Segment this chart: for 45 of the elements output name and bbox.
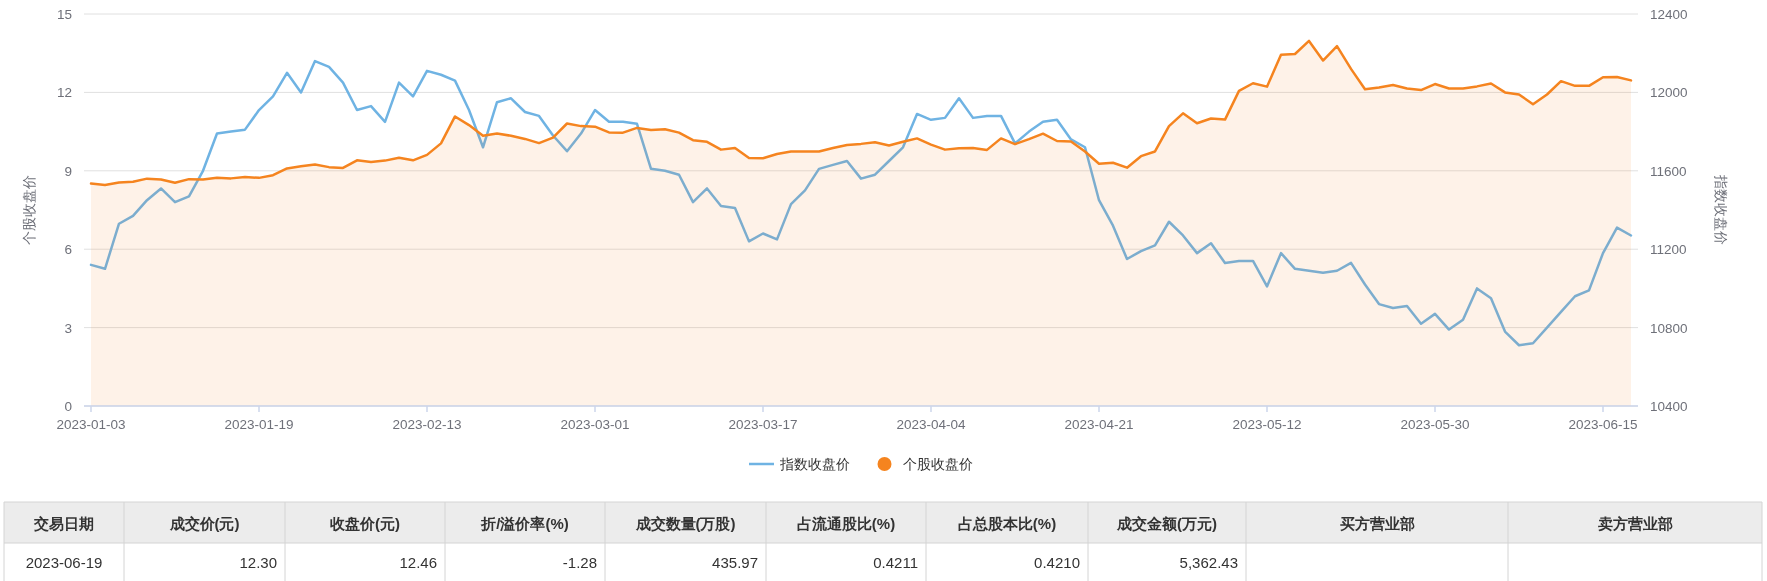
y2-tick-label: 12400 (1650, 7, 1688, 22)
text: 5,362.43 (1179, 554, 1238, 571)
text: 交易日期 (33, 514, 94, 532)
text: 卖方营业部 (1597, 514, 1673, 532)
y-tick-label: 0 (64, 399, 72, 414)
text: 435.97 (712, 554, 758, 571)
x-tick-label: 2023-04-21 (1064, 417, 1134, 432)
text: 成交数量(万股) (634, 514, 736, 532)
text: 2023-06-19 (25, 554, 103, 571)
x-tick-label: 2023-02-13 (392, 417, 462, 432)
text: 0.4210 (1034, 554, 1080, 571)
x-tick-label: 2023-04-04 (896, 417, 967, 432)
text: 成交价(元) (168, 514, 240, 532)
legend-label: 指数收盘价 (779, 457, 850, 472)
y-tick-label: 6 (64, 242, 72, 258)
y-tick-label: 9 (64, 163, 72, 179)
y2-tick-label: 11600 (1650, 163, 1687, 179)
y2-tick-label: 10400 (1650, 399, 1688, 414)
line-series (89, 59, 1633, 347)
x-tick-label: 2023-06-15 (1568, 417, 1638, 432)
y2-tick-label: 12000 (1650, 85, 1688, 101)
y-tick-label: 15 (56, 7, 72, 22)
x-tick-label: 2023-03-01 (560, 417, 630, 432)
x-tick-label: 2023-03-17 (728, 417, 798, 432)
text: 占总股本比(%) (957, 514, 1057, 532)
text: 占流通股比(%) (796, 514, 896, 532)
legend-label: 个股收盘价 (903, 457, 973, 472)
y-tick-label: 12 (56, 85, 72, 101)
x-tick-label: 2023-05-30 (1400, 417, 1470, 432)
text: 买方营业部 (1339, 514, 1415, 532)
text: -1.28 (562, 554, 597, 571)
y2-axis-title: 指数收盘价 (1713, 174, 1728, 245)
y2-tick-label: 10800 (1650, 320, 1688, 336)
y-axis-title: 个股收盘价 (22, 175, 37, 245)
x-tick-label: 2023-01-19 (224, 417, 294, 432)
text: 成交金额(万元) (1116, 514, 1217, 532)
x-tick-label: 2023-05-12 (1232, 417, 1302, 432)
text: 收盘价(元) (330, 514, 400, 532)
text: 0.4211 (873, 554, 918, 571)
text: 12.30 (239, 554, 277, 571)
y-tick-label: 3 (64, 320, 72, 336)
y2-tick-label: 11200 (1650, 242, 1687, 258)
x-tick-label: 2023-01-03 (56, 417, 126, 432)
text: 12.46 (399, 554, 437, 571)
text: 折/溢价率(%) (480, 514, 569, 532)
